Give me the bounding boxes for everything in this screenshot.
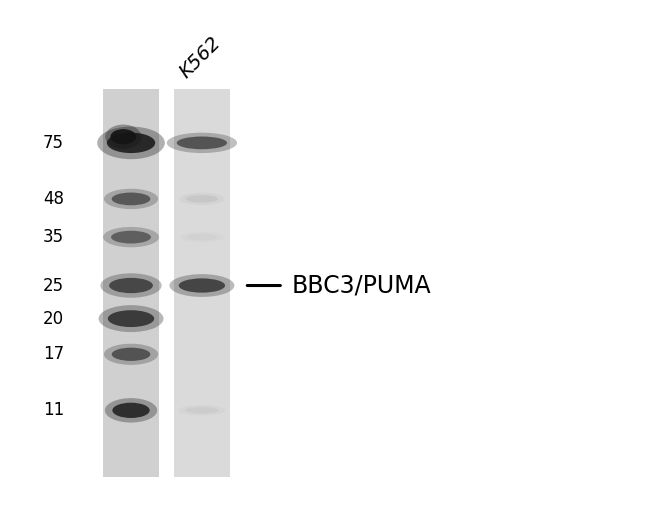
Ellipse shape [112, 403, 150, 418]
Text: 35: 35 [43, 228, 64, 246]
Ellipse shape [109, 278, 153, 293]
Ellipse shape [166, 133, 237, 153]
Ellipse shape [105, 398, 157, 423]
Bar [103, 90, 159, 476]
Text: K562: K562 [176, 33, 225, 82]
Ellipse shape [186, 195, 218, 203]
Ellipse shape [170, 274, 235, 297]
Ellipse shape [105, 125, 141, 149]
Ellipse shape [112, 193, 150, 205]
Text: BBC3/PUMA: BBC3/PUMA [291, 273, 431, 298]
Ellipse shape [100, 273, 162, 298]
Ellipse shape [111, 231, 151, 244]
Ellipse shape [98, 127, 165, 159]
Ellipse shape [103, 227, 159, 247]
Bar [174, 90, 230, 476]
Ellipse shape [108, 310, 154, 327]
Ellipse shape [104, 344, 158, 365]
Ellipse shape [99, 305, 164, 332]
Ellipse shape [107, 133, 155, 153]
Ellipse shape [179, 193, 224, 205]
Text: 17: 17 [43, 345, 64, 363]
Text: 20: 20 [43, 310, 64, 328]
Ellipse shape [177, 136, 227, 149]
Ellipse shape [179, 405, 226, 416]
Ellipse shape [185, 407, 218, 414]
Ellipse shape [180, 232, 224, 243]
Text: 11: 11 [43, 401, 64, 419]
Text: 25: 25 [43, 277, 64, 295]
Ellipse shape [187, 234, 217, 241]
Text: 75: 75 [43, 134, 64, 152]
Ellipse shape [112, 348, 150, 361]
Text: 48: 48 [43, 190, 64, 208]
Ellipse shape [179, 279, 225, 293]
Ellipse shape [104, 188, 158, 209]
Ellipse shape [111, 129, 136, 144]
